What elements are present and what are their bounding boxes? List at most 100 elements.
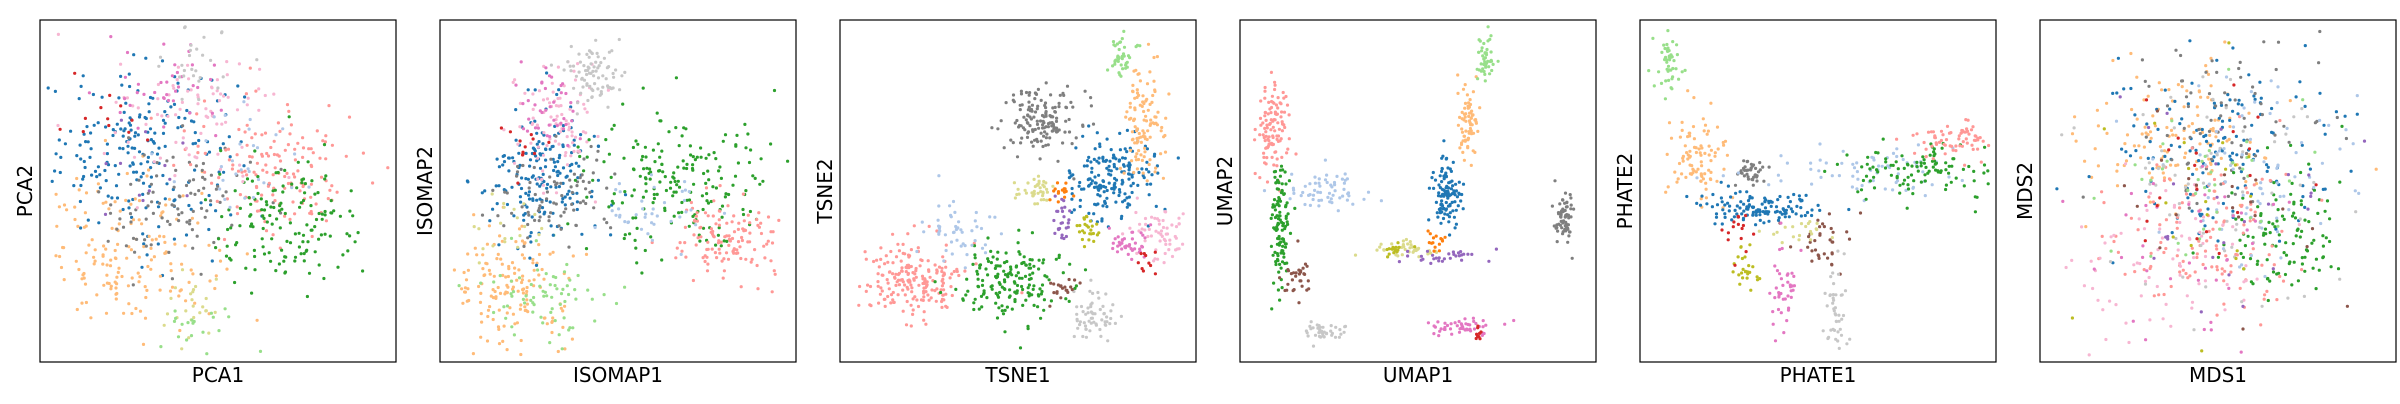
scatter-point bbox=[1972, 179, 1976, 183]
scatter-point bbox=[162, 96, 166, 100]
scatter-point bbox=[1459, 142, 1464, 147]
scatter-point bbox=[1488, 37, 1492, 41]
scatter-point bbox=[1834, 337, 1838, 341]
scatter-point bbox=[83, 282, 88, 286]
scatter-point bbox=[970, 229, 974, 233]
scatter-point bbox=[1020, 291, 1024, 295]
scatter-point bbox=[1045, 275, 1049, 279]
scatter-point bbox=[1285, 151, 1289, 155]
scatter-point bbox=[591, 171, 595, 175]
scatter-point bbox=[1494, 247, 1498, 251]
scatter-point bbox=[1660, 50, 1664, 54]
scatter-point bbox=[1276, 134, 1281, 138]
scatter-point bbox=[2213, 118, 2217, 122]
scatter-point bbox=[1698, 203, 1703, 207]
scatter-point bbox=[541, 142, 545, 146]
scatter-point bbox=[1275, 214, 1279, 218]
scatter-point bbox=[1088, 232, 1092, 236]
scatter-point bbox=[298, 189, 302, 193]
scatter-point bbox=[356, 231, 360, 235]
scatter-point bbox=[133, 146, 137, 150]
scatter-point bbox=[163, 197, 167, 201]
scatter-point bbox=[976, 284, 980, 288]
scatter-point bbox=[1265, 123, 1269, 127]
scatter-point bbox=[563, 154, 567, 158]
scatter-point bbox=[210, 259, 214, 263]
scatter-point bbox=[537, 252, 542, 257]
scatter-point bbox=[1362, 197, 1366, 201]
scatter-point bbox=[207, 331, 211, 335]
scatter-point bbox=[559, 91, 563, 95]
scatter-point bbox=[1464, 119, 1468, 123]
scatter-point bbox=[177, 115, 181, 120]
scatter-point bbox=[1145, 160, 1149, 164]
scatter-point bbox=[2090, 175, 2094, 179]
scatter-point bbox=[1758, 161, 1762, 165]
scatter-point bbox=[609, 87, 614, 91]
scatter-point bbox=[1275, 202, 1279, 206]
scatter-point bbox=[1155, 217, 1160, 221]
scatter-point bbox=[189, 191, 193, 195]
scatter-point bbox=[137, 199, 142, 203]
scatter-point bbox=[204, 309, 208, 313]
panel-mds: MDS1 MDS2 bbox=[2013, 19, 2397, 387]
scatter-point bbox=[81, 130, 85, 134]
scatter-point bbox=[1788, 283, 1792, 287]
scatter-point bbox=[1117, 240, 1121, 244]
scatter-point bbox=[998, 264, 1002, 268]
scatter-point bbox=[917, 283, 921, 287]
scatter-point bbox=[1699, 197, 1703, 201]
scatter-point bbox=[505, 304, 510, 308]
scatter-point bbox=[1280, 286, 1284, 290]
scatter-point bbox=[680, 134, 684, 138]
scatter-point bbox=[551, 316, 555, 320]
scatter-point bbox=[216, 86, 220, 90]
scatter-point bbox=[570, 337, 574, 341]
scatter-point bbox=[1978, 136, 1982, 140]
scatter-point bbox=[545, 143, 549, 148]
scatter-point bbox=[486, 314, 490, 319]
scatter-point bbox=[976, 277, 980, 281]
scatter-point bbox=[323, 140, 327, 144]
scatter-point bbox=[345, 232, 349, 236]
scatter-point bbox=[1709, 177, 1713, 182]
scatter-point bbox=[500, 239, 504, 243]
scatter-point bbox=[972, 301, 976, 305]
scatter-point bbox=[1028, 91, 1032, 95]
scatter-point bbox=[1928, 153, 1932, 157]
scatter-point bbox=[1568, 230, 1572, 234]
scatter-point bbox=[604, 77, 608, 81]
scatter-point bbox=[127, 245, 131, 249]
scatter-point bbox=[1845, 230, 1849, 234]
scatter-point bbox=[202, 35, 206, 39]
scatter-point bbox=[1048, 304, 1052, 308]
scatter-point bbox=[114, 100, 118, 104]
scatter-point bbox=[1089, 96, 1093, 100]
scatter-point bbox=[166, 219, 170, 223]
scatter-point bbox=[132, 155, 137, 159]
scatter-point bbox=[1375, 248, 1379, 252]
scatter-point bbox=[317, 237, 321, 241]
scatter-point bbox=[152, 160, 156, 164]
scatter-point bbox=[2161, 171, 2165, 175]
scatter-point bbox=[1963, 163, 1967, 167]
scatter-point bbox=[1280, 228, 1284, 232]
scatter-point bbox=[644, 155, 648, 159]
scatter-point bbox=[1773, 296, 1777, 300]
scatter-point bbox=[323, 213, 327, 217]
scatter-point bbox=[602, 293, 606, 297]
scatter-point bbox=[1745, 276, 1749, 280]
scatter-point bbox=[1490, 68, 1494, 73]
scatter-point bbox=[1463, 139, 1467, 143]
scatter-point bbox=[609, 233, 613, 237]
scatter-point bbox=[1109, 148, 1113, 152]
scatter-point bbox=[1017, 192, 1021, 196]
scatter-point bbox=[1317, 177, 1321, 181]
scatter-point bbox=[537, 233, 541, 237]
scatter-point bbox=[1847, 207, 1851, 212]
scatter-point bbox=[1135, 91, 1140, 95]
scatter-point bbox=[184, 233, 189, 237]
scatter-point bbox=[1270, 307, 1274, 311]
scatter-point bbox=[1278, 262, 1282, 266]
scatter-point bbox=[281, 184, 285, 188]
